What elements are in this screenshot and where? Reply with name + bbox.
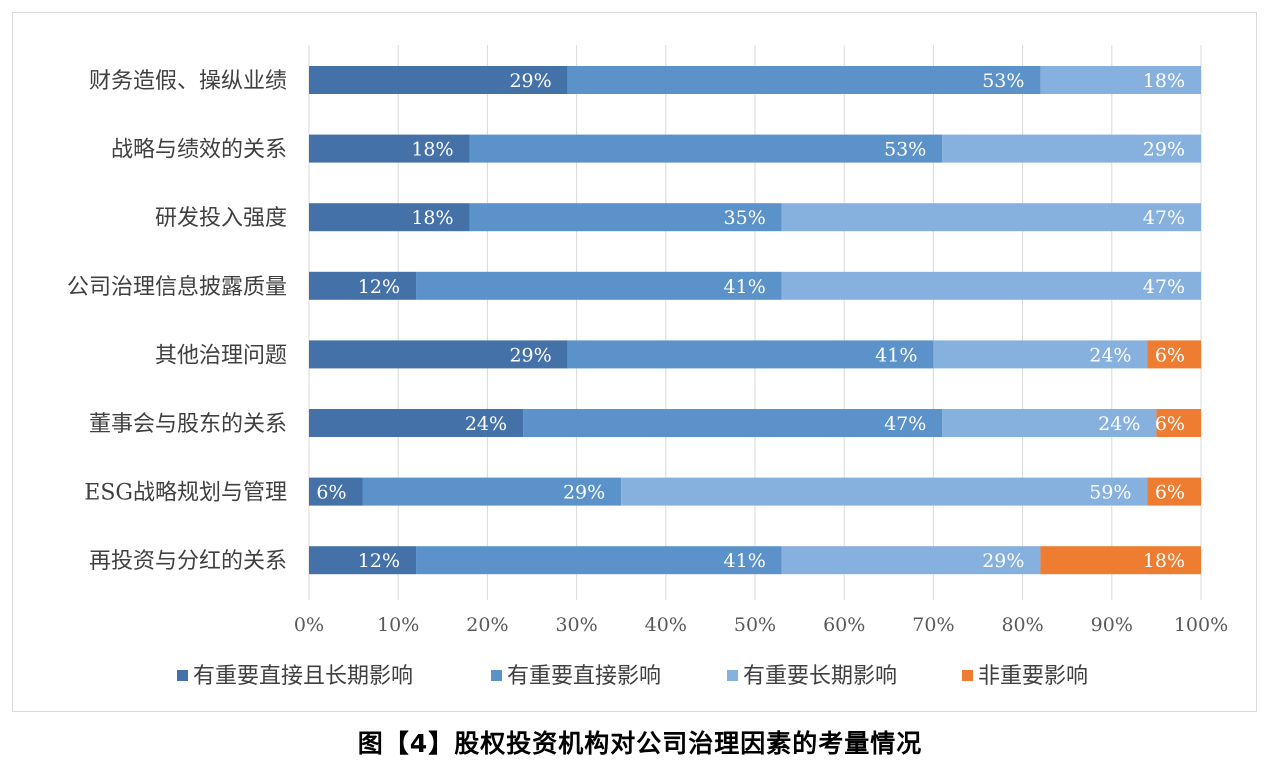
x-tick-label: 80% <box>1001 614 1043 636</box>
bar-segment <box>933 340 1148 369</box>
category-label: 公司治理信息披露质量 <box>67 275 287 300</box>
legend-swatch <box>962 670 973 681</box>
bar-segment <box>942 409 1157 437</box>
data-label: 18% <box>411 207 453 229</box>
legend-label: 有重要直接影响 <box>507 664 661 689</box>
category-label: 董事会与股东的关系 <box>89 412 287 437</box>
category-label: ESG战略规划与管理 <box>84 481 287 506</box>
data-label: 12% <box>358 276 400 298</box>
bar-segment <box>309 477 363 506</box>
data-label: 29% <box>509 344 551 366</box>
x-tick-label: 70% <box>912 614 954 636</box>
data-label: 12% <box>358 550 400 572</box>
bar-segment <box>567 66 1041 94</box>
data-label: 41% <box>724 276 766 298</box>
bar-segment <box>309 66 568 94</box>
data-label: 18% <box>1143 70 1185 92</box>
x-tick-label: 40% <box>645 614 687 636</box>
x-tick-label: 50% <box>734 614 776 636</box>
bar-segment <box>621 477 1148 506</box>
legend-swatch <box>491 670 502 681</box>
bar-segment <box>362 477 622 506</box>
legend-label: 有重要直接且长期影响 <box>193 664 413 689</box>
data-label: 59% <box>1089 482 1131 504</box>
bar-segment <box>523 409 943 437</box>
bar-segment <box>469 134 943 163</box>
legend-swatch <box>177 670 188 681</box>
data-label: 6% <box>1155 482 1185 504</box>
x-tick-label: 60% <box>823 614 865 636</box>
figure-caption: 图【4】股权投资机构对公司治理因素的考量情况 <box>357 729 923 758</box>
category-label: 研发投入强度 <box>155 206 287 231</box>
data-label: 6% <box>316 482 346 504</box>
data-label: 18% <box>1143 550 1185 572</box>
x-tick-label: 10% <box>377 614 419 636</box>
bar-segment <box>469 203 782 232</box>
bar-segment <box>567 340 934 369</box>
bar-segment <box>781 271 1201 300</box>
x-tick-label: 100% <box>1174 614 1228 636</box>
data-label: 6% <box>1155 344 1185 366</box>
data-label: 47% <box>884 413 926 435</box>
bar-segment <box>309 546 417 575</box>
data-label: 47% <box>1143 276 1185 298</box>
category-label: 战略与绩效的关系 <box>111 138 287 163</box>
category-label: 其他治理问题 <box>155 343 287 368</box>
x-tick-label: 90% <box>1091 614 1133 636</box>
bar-segment <box>942 134 1201 163</box>
legend-label: 有重要长期影响 <box>743 664 897 689</box>
data-label: 53% <box>982 70 1024 92</box>
data-label: 41% <box>724 550 766 572</box>
category-label: 财务造假、操纵业绩 <box>89 69 287 94</box>
bar-segment <box>309 409 524 437</box>
bar-segment <box>416 546 782 575</box>
bar-segment <box>1040 66 1201 94</box>
bar-segment <box>416 271 782 300</box>
x-tick-label: 20% <box>466 614 508 636</box>
data-label: 47% <box>1143 207 1185 229</box>
bar-segment <box>309 203 470 232</box>
data-label: 6% <box>1155 413 1185 435</box>
bar-segment <box>781 546 1041 575</box>
bar-segment <box>309 271 417 300</box>
x-tick-label: 30% <box>555 614 597 636</box>
data-label: 29% <box>563 482 605 504</box>
data-label: 24% <box>1089 344 1131 366</box>
bar-segment <box>1147 340 1201 369</box>
data-label: 29% <box>509 70 551 92</box>
bar-segment <box>1147 477 1201 506</box>
data-label: 35% <box>724 207 766 229</box>
legend-label: 非重要影响 <box>978 664 1088 689</box>
x-tick-label: 0% <box>294 614 324 636</box>
category-label: 再投资与分红的关系 <box>89 549 287 574</box>
data-label: 18% <box>411 139 453 161</box>
data-label: 29% <box>982 550 1024 572</box>
data-label: 41% <box>875 344 917 366</box>
bar-segment <box>1156 409 1201 437</box>
bar-segment <box>309 340 568 369</box>
data-label: 24% <box>1098 413 1140 435</box>
bar-segment <box>1040 546 1201 575</box>
data-label: 53% <box>884 139 926 161</box>
data-label: 24% <box>465 413 507 435</box>
bar-segment <box>781 203 1201 232</box>
bar-segment <box>309 134 470 163</box>
data-label: 29% <box>1143 139 1185 161</box>
legend-swatch <box>727 670 738 681</box>
